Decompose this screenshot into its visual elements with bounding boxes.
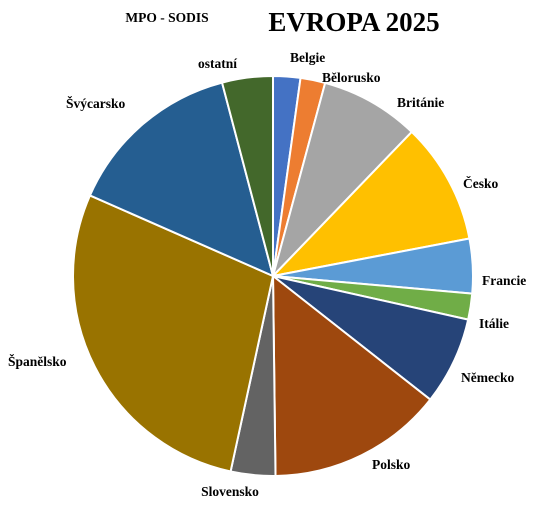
- slice-label: Polsko: [372, 457, 411, 472]
- slice-label: Česko: [463, 176, 499, 191]
- slice-label: Británie: [397, 95, 444, 110]
- pie-slice-británie: [272, 81, 413, 277]
- pie-slice-polsko: [272, 275, 432, 477]
- pie-labels: Belgie Bělorusko Británie Česko Francie Itáli…: [8, 50, 526, 499]
- slice-label: Španělsko: [8, 354, 67, 369]
- pie-slice-česko: [272, 130, 471, 277]
- slice-label: ostatní: [198, 56, 237, 71]
- slice-label: Bělorusko: [322, 70, 381, 85]
- pie-slice-španělsko: [72, 194, 274, 473]
- slice-label: Slovensko: [201, 484, 259, 499]
- chart-title: EVROPA 2025: [268, 7, 439, 37]
- slice-label: Belgie: [290, 50, 325, 65]
- slice-label: Itálie: [479, 316, 509, 331]
- pie-slice-ostatní: [221, 75, 274, 277]
- slice-label: Švýcarsko: [66, 96, 126, 111]
- slice-label: Francie: [482, 273, 526, 288]
- pie-slices: [72, 75, 474, 477]
- pie-slice-švýcarsko: [88, 81, 274, 277]
- slice-label: Německo: [461, 370, 514, 385]
- chart-subtitle: MPO - SODIS: [125, 10, 208, 25]
